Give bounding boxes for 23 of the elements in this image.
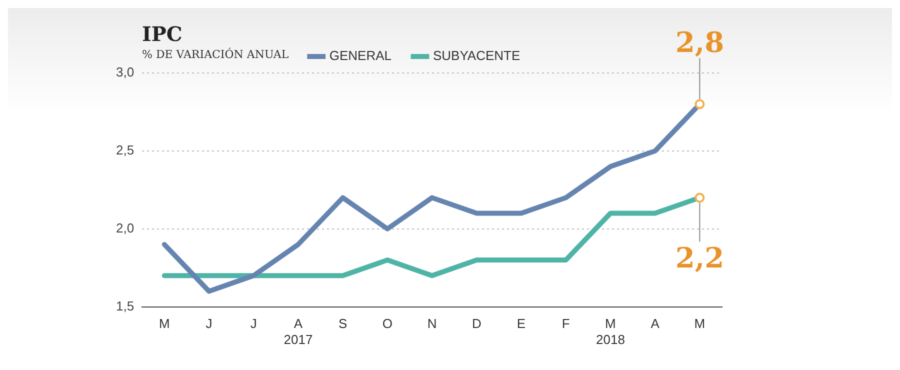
- x-tick-label: M: [158, 316, 170, 332]
- x-tick-label: S: [338, 316, 348, 332]
- text: 2,8: [675, 26, 724, 60]
- annotation: 2,2: [675, 242, 724, 275]
- y-tick-label: 2,5: [116, 142, 134, 158]
- x-tick-label: J: [206, 316, 212, 332]
- legend-label: SUBYACENTE: [432, 48, 520, 64]
- chart-title: IPC: [142, 22, 182, 46]
- x-tick-label: D: [472, 316, 482, 332]
- x-tick-label: F: [562, 316, 570, 332]
- x-tick-label: A: [650, 316, 660, 332]
- chart-subtitle: % DE VARIACIÓN ANUAL: [142, 48, 289, 61]
- x-tick-label: A 2017: [284, 316, 313, 347]
- y-tick-label: 3,0: [116, 64, 134, 80]
- x-tick-label: M 2018: [596, 316, 625, 347]
- y-tick-label: 2,0: [116, 220, 134, 236]
- y-tick-label: 1,5: [116, 298, 134, 314]
- legend-label: GENERAL: [329, 48, 392, 64]
- x-tick-label: N: [427, 316, 437, 332]
- x-tick-label: M: [694, 316, 706, 332]
- x-tick-label: O: [382, 316, 392, 332]
- x-tick-label: E: [516, 316, 526, 332]
- x-tick-label: J: [250, 316, 257, 332]
